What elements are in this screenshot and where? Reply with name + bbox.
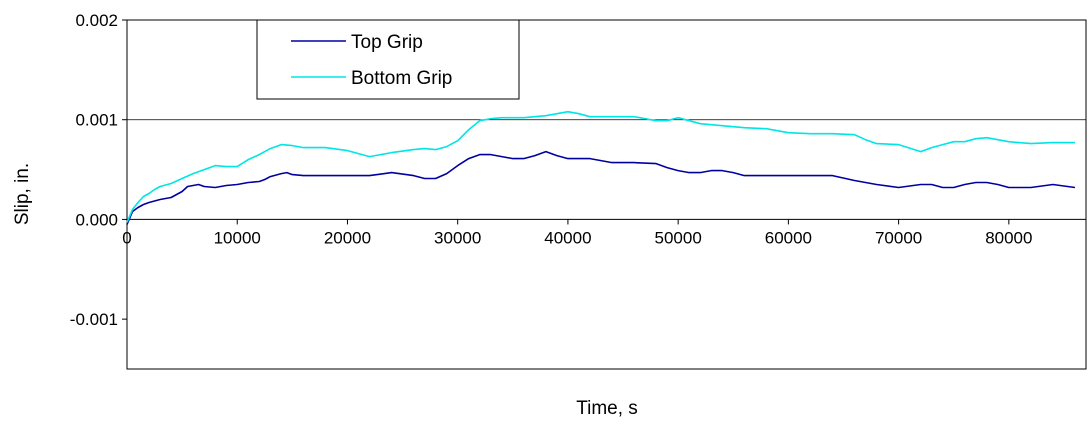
legend-label-top-grip: Top Grip	[351, 32, 423, 53]
series-line-top-grip	[126, 150, 1076, 225]
x-tick-label: 40000	[544, 228, 591, 247]
y-axis-title: Slip, in.	[12, 163, 33, 225]
y-tick-label: 0.000	[75, 210, 118, 229]
x-tick-label: 80000	[985, 228, 1032, 247]
y-tick-label: 0.001	[75, 111, 118, 130]
x-tick-label: 60000	[765, 228, 812, 247]
axes: -0.001 0.000 0.001 0.002 0 10000 20000 30000 400…	[70, 11, 1086, 329]
x-tick-label: 20000	[324, 228, 371, 247]
legend: Top Grip Bottom Grip	[256, 19, 520, 100]
x-tick-label: 50000	[655, 228, 702, 247]
plot-area-border	[126, 19, 1087, 370]
series-lines	[126, 110, 1076, 225]
legend-label-bottom-grip: Bottom Grip	[351, 68, 452, 89]
y-tick-label: -0.001	[70, 310, 118, 329]
y-tick-label: 0.002	[75, 11, 118, 30]
x-tick-label: 70000	[875, 228, 922, 247]
x-tick-label: 30000	[434, 228, 481, 247]
legend-box	[256, 19, 520, 100]
x-tick-label: 10000	[214, 228, 261, 247]
x-axis-title: Time, s	[576, 398, 638, 419]
x-tick-label: 0	[122, 228, 131, 247]
series-line-bottom-grip	[126, 110, 1075, 223]
